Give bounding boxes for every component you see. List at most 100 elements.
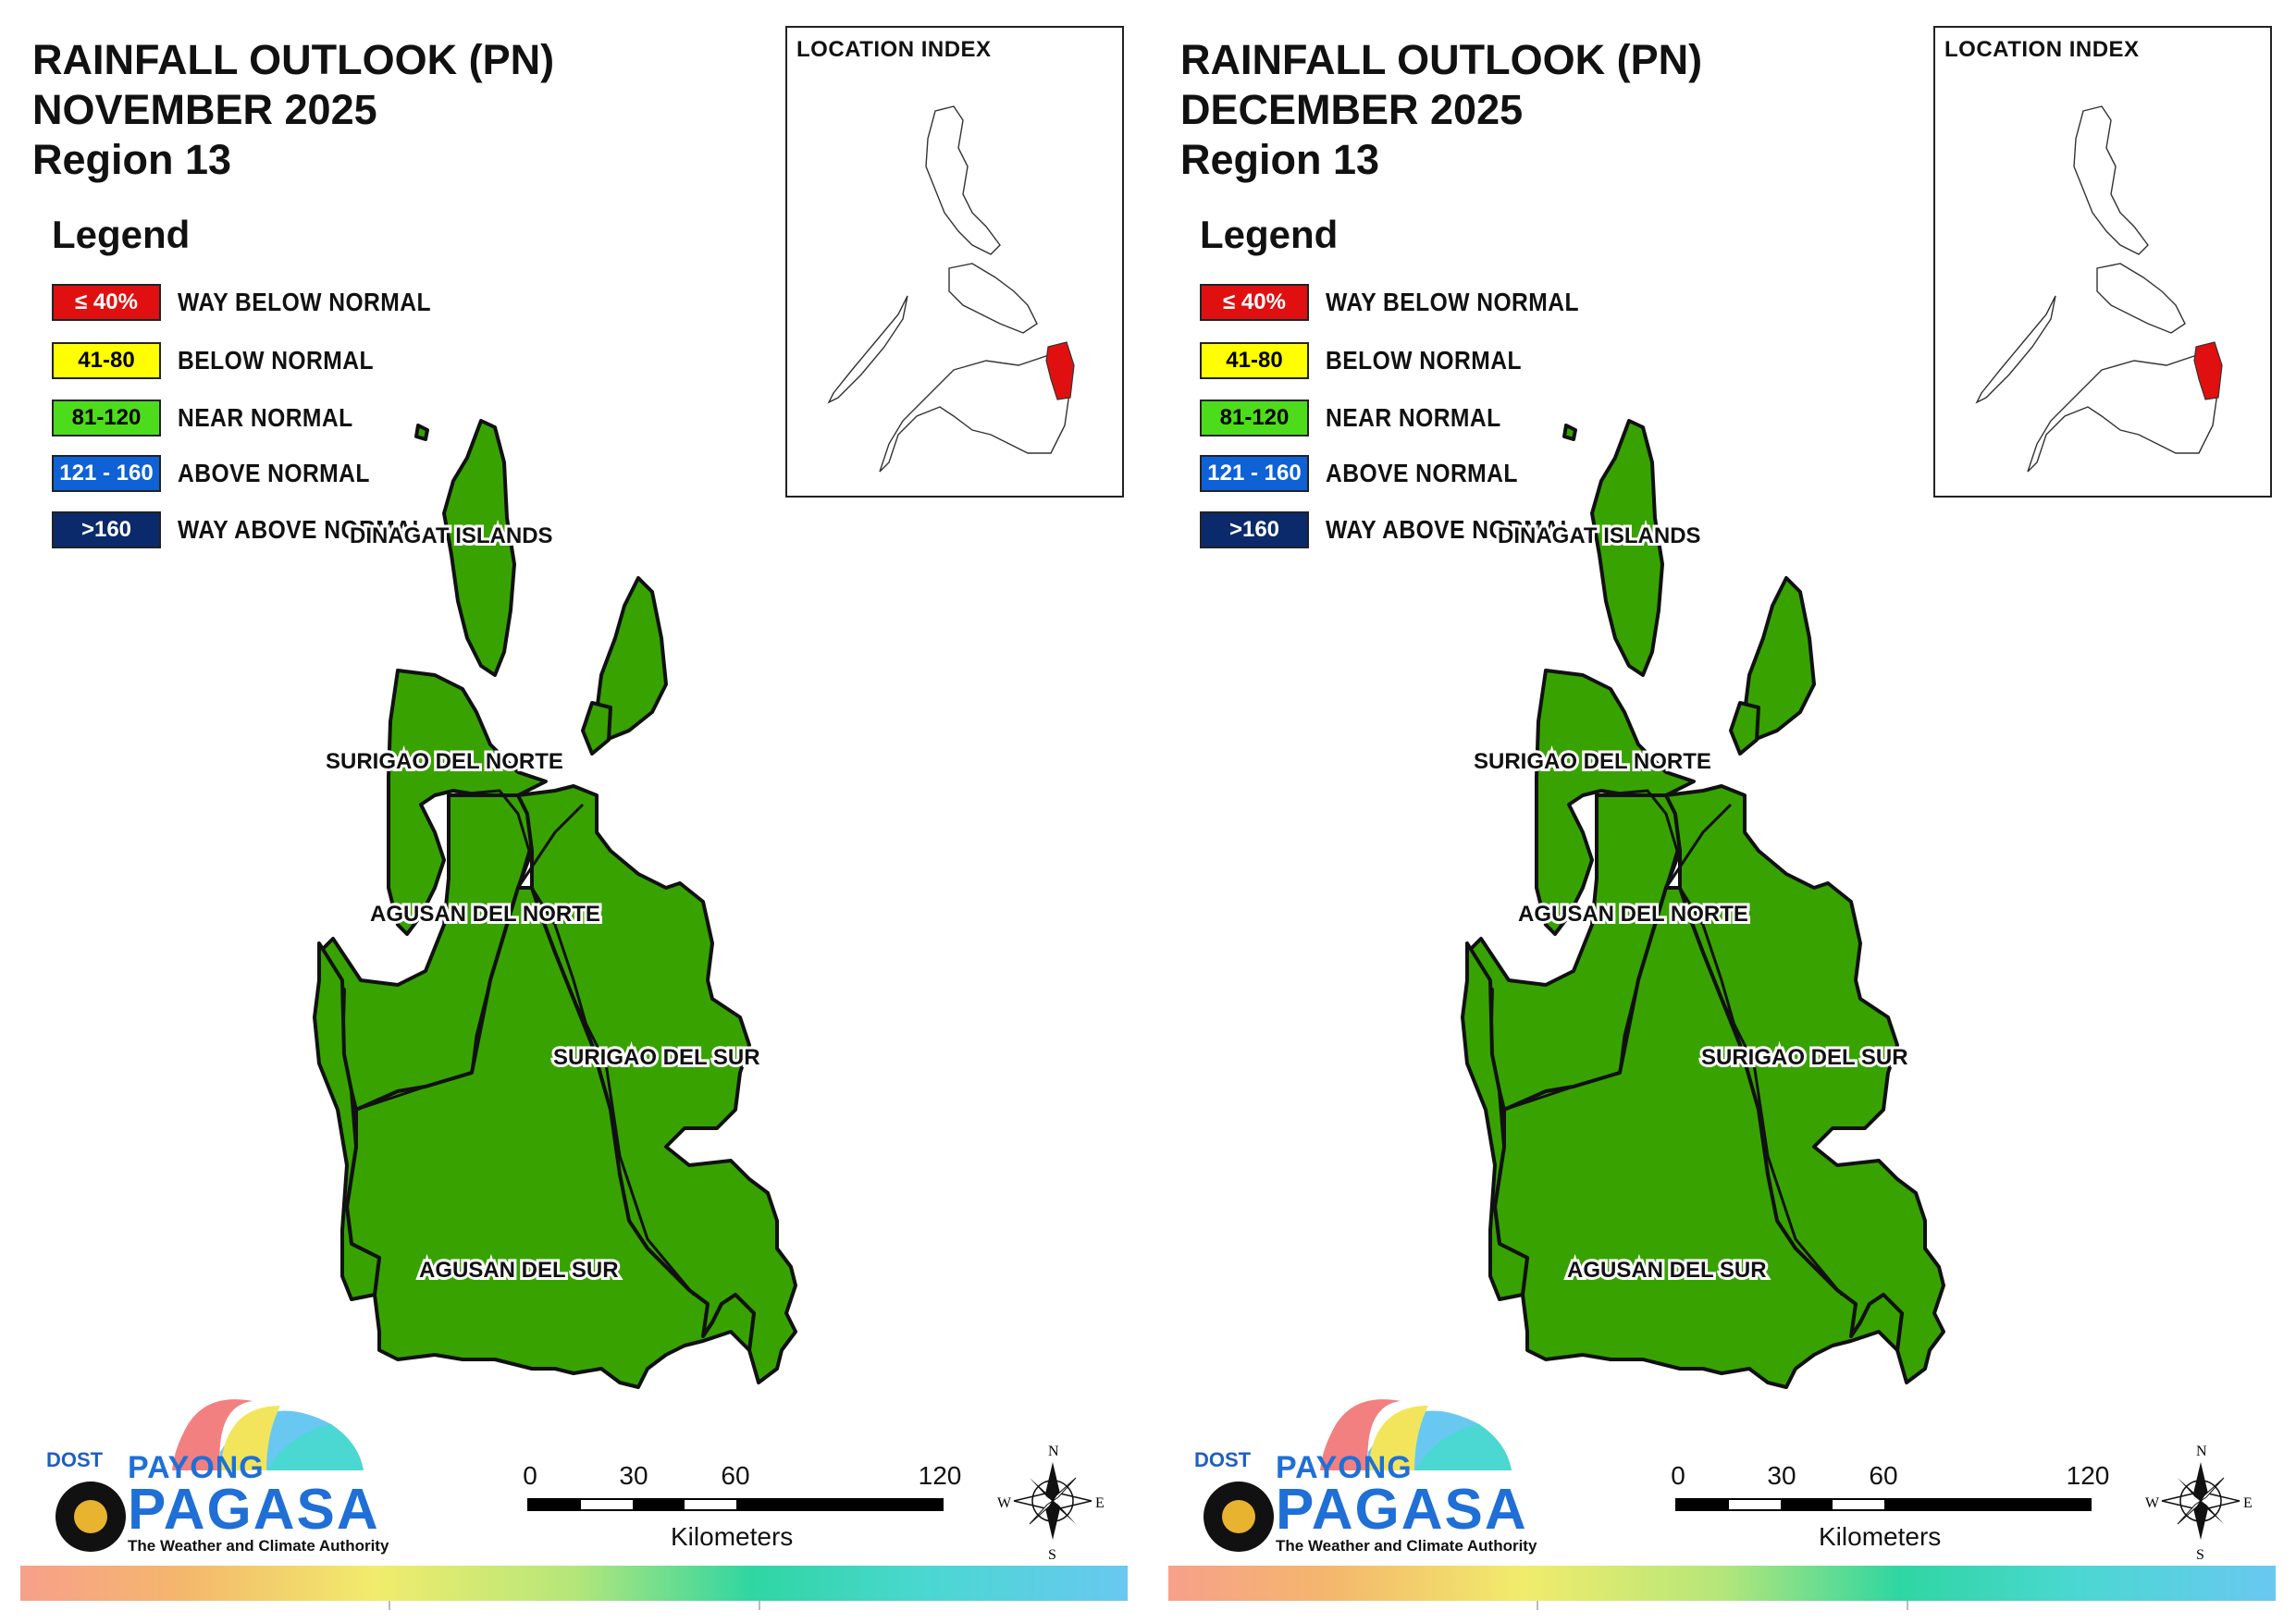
legend-label: ABOVE NORMAL <box>178 459 370 487</box>
title-line-1: RAINFALL OUTLOOK (PN) <box>32 36 555 83</box>
boundary-line <box>530 887 594 1046</box>
boundary-line <box>572 998 696 1296</box>
location-index-inset: LOCATION INDEX <box>785 26 1124 498</box>
inset-title: LOCATION INDEX <box>1944 37 2140 62</box>
siargao-islet <box>1729 701 1760 756</box>
footer-tick <box>389 1601 390 1610</box>
logo-dost-text: DOST <box>1194 1448 1252 1471</box>
legend-label: NEAR NORMAL <box>1326 403 1501 432</box>
palawan-outline <box>827 295 908 404</box>
legend-title: Legend <box>52 213 191 256</box>
footer-tick <box>1907 1601 1908 1610</box>
philippines-index-map <box>1975 105 2223 473</box>
footer-tick <box>1537 1601 1538 1610</box>
compass-rose-icon: N S E W <box>2145 1444 2253 1563</box>
label-surigao-del-norte: SURIGAO DEL NORTE <box>1474 749 1711 774</box>
title-line-2: NOVEMBER 2025 <box>32 86 377 133</box>
logo-dost-text: DOST <box>46 1448 104 1471</box>
legend-item-near: 81-120 NEAR NORMAL <box>52 398 377 438</box>
map-title: RAINFALL OUTLOOK (PN) DECEMBER 2025 Regi… <box>1180 35 1702 185</box>
dinagat-islet <box>414 424 429 441</box>
label-dinagat-islands: DINAGAT ISLANDS <box>1498 523 1701 548</box>
compass-s: S <box>1048 1547 1056 1561</box>
region-13-highlight <box>1045 341 1075 400</box>
legend-label: NEAR NORMAL <box>178 403 353 432</box>
scale-tick-label: 0 <box>523 1461 537 1490</box>
philippines-index-map <box>827 105 1075 473</box>
legend-swatch: 41-80 <box>52 342 161 379</box>
compass-w: W <box>997 1495 1012 1511</box>
compass-e: E <box>1095 1495 1105 1511</box>
label-surigao-del-norte: SURIGAO DEL NORTE <box>326 749 563 774</box>
legend-item-way-below: ≤ 40% WAY BELOW NORMAL <box>1200 282 1613 323</box>
north-arrow: N S E W <box>2145 1441 2256 1563</box>
dinagat-island <box>442 419 516 677</box>
footer-gradient-bar <box>1168 1566 2276 1601</box>
compass-n: N <box>2196 1444 2207 1459</box>
region-13-highlight <box>2193 341 2223 400</box>
scale-bar: 0 30 60 120 Kilometers <box>1671 1461 2119 1563</box>
legend-title: Legend <box>1200 213 1339 256</box>
label-agusan-del-sur: AGUSAN DEL SUR <box>1567 1258 1767 1283</box>
boundary-line <box>1503 1071 1621 1112</box>
compass-s: S <box>2196 1547 2204 1561</box>
umbrella-icon <box>1204 1399 1512 1552</box>
legend-item-way-above: >160 WAY ABOVE NORMAL <box>1200 510 1609 550</box>
scale-unit-label: Kilometers <box>1819 1522 1942 1551</box>
scale-tick-label: 60 <box>1869 1461 1898 1490</box>
title-line-3: Region 13 <box>32 136 232 183</box>
map-title: RAINFALL OUTLOOK (PN) NOVEMBER 2025 Regi… <box>32 35 554 185</box>
logo-pagasa-text: PAGASA <box>128 1478 380 1542</box>
label-surigao-del-sur: SURIGAO DEL SUR <box>553 1045 760 1070</box>
scale-tick-label: 120 <box>2066 1461 2110 1490</box>
legend-label: WAY BELOW NORMAL <box>1326 288 1579 316</box>
payong-pagasa-logo: DOST PAYONG PAGASA The Weather and Clima… <box>35 1387 405 1563</box>
logo-pagasa-text: PAGASA <box>1276 1478 1528 1542</box>
legend-swatch: >160 <box>52 511 161 548</box>
title-line-1: RAINFALL OUTLOOK (PN) <box>1180 36 1703 83</box>
label-agusan-del-norte: AGUSAN DEL NORTE <box>1518 902 1748 927</box>
inset-title: LOCATION INDEX <box>796 37 992 62</box>
legend-swatch: 41-80 <box>1200 342 1309 379</box>
logo-payong-text: PAYONG <box>1276 1450 1413 1485</box>
mindanao-outline <box>879 355 1070 473</box>
legend-swatch: 121 - 160 <box>52 455 161 492</box>
legend-item-above: 121 - 160 ABOVE NORMAL <box>52 453 396 494</box>
legend-item-near: 81-120 NEAR NORMAL <box>1200 398 1525 438</box>
legend-swatch: 121 - 160 <box>1200 455 1309 492</box>
legend-item-way-above: >160 WAY ABOVE NORMAL <box>52 510 461 550</box>
label-surigao-del-sur: SURIGAO DEL SUR <box>1701 1045 1908 1070</box>
legend-label: ABOVE NORMAL <box>1326 459 1518 487</box>
legend-label: BELOW NORMAL <box>1326 346 1522 375</box>
siargao-island <box>1743 576 1816 742</box>
agusan-west-land <box>313 941 381 1301</box>
legend-label: WAY ABOVE NORMAL <box>178 515 426 544</box>
boundary-line <box>1678 887 1742 1046</box>
boundary-line <box>516 803 585 889</box>
scale-tick-label: 0 <box>1671 1461 1685 1490</box>
luzon-outline <box>925 105 1001 255</box>
legend-item-below: 41-80 BELOW NORMAL <box>52 340 401 381</box>
scale-bar: 0 30 60 120 Kilometers <box>523 1461 971 1563</box>
surigao-norte-land <box>387 669 548 936</box>
legend-label: WAY BELOW NORMAL <box>178 288 431 316</box>
title-line-3: Region 13 <box>1180 136 1380 183</box>
legend-item-above: 121 - 160 ABOVE NORMAL <box>1200 453 1544 494</box>
outlook-panel-november: RAINFALL OUTLOOK (PN) NOVEMBER 2025 Regi… <box>20 26 1128 1610</box>
footer-gradient-bar <box>20 1566 1128 1601</box>
legend-swatch: >160 <box>1200 511 1309 548</box>
label-dinagat-islands: DINAGAT ISLANDS <box>350 523 553 548</box>
umbrella-icon <box>56 1399 364 1552</box>
visayas-outline <box>2096 263 2186 334</box>
mindanao-outline <box>2027 355 2218 473</box>
siargao-island <box>595 576 668 742</box>
scale-tick-label: 120 <box>918 1461 962 1490</box>
dinagat-island <box>1590 419 1664 677</box>
agusan-west-land <box>1461 941 1529 1301</box>
scale-bar-graphic <box>1675 1498 2092 1511</box>
scale-tick-label: 30 <box>1767 1461 1796 1490</box>
siargao-islet <box>581 701 612 756</box>
location-index-inset: LOCATION INDEX <box>1933 26 2272 498</box>
boundary-line <box>1720 998 1844 1296</box>
label-agusan-del-norte: AGUSAN DEL NORTE <box>370 902 600 927</box>
